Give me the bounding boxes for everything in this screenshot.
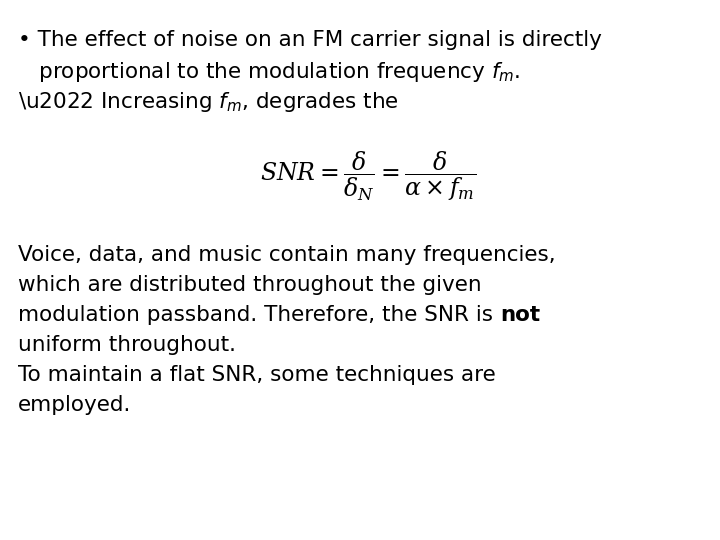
Text: Voice, data, and music contain many frequencies,: Voice, data, and music contain many freq… <box>18 245 556 265</box>
Text: employed.: employed. <box>18 395 131 415</box>
Text: uniform throughout.: uniform throughout. <box>18 335 236 355</box>
Text: modulation passband. Therefore, the SNR is: modulation passband. Therefore, the SNR … <box>18 305 500 325</box>
Text: not: not <box>500 305 540 325</box>
Text: To maintain a flat SNR, some techniques are: To maintain a flat SNR, some techniques … <box>18 365 496 385</box>
Text: \u2022 Increasing $f_m$, degrades the: \u2022 Increasing $f_m$, degrades the <box>18 90 399 114</box>
Text: $\mathit{SNR} = \dfrac{\delta}{\delta_N} = \dfrac{\delta}{\alpha \times f_m}$: $\mathit{SNR} = \dfrac{\delta}{\delta_N}… <box>260 150 476 204</box>
Text: which are distributed throughout the given: which are distributed throughout the giv… <box>18 275 482 295</box>
Text: proportional to the modulation frequency $f_m$.: proportional to the modulation frequency… <box>18 60 521 84</box>
Text: • The effect of noise on an FM carrier signal is directly: • The effect of noise on an FM carrier s… <box>18 30 602 50</box>
